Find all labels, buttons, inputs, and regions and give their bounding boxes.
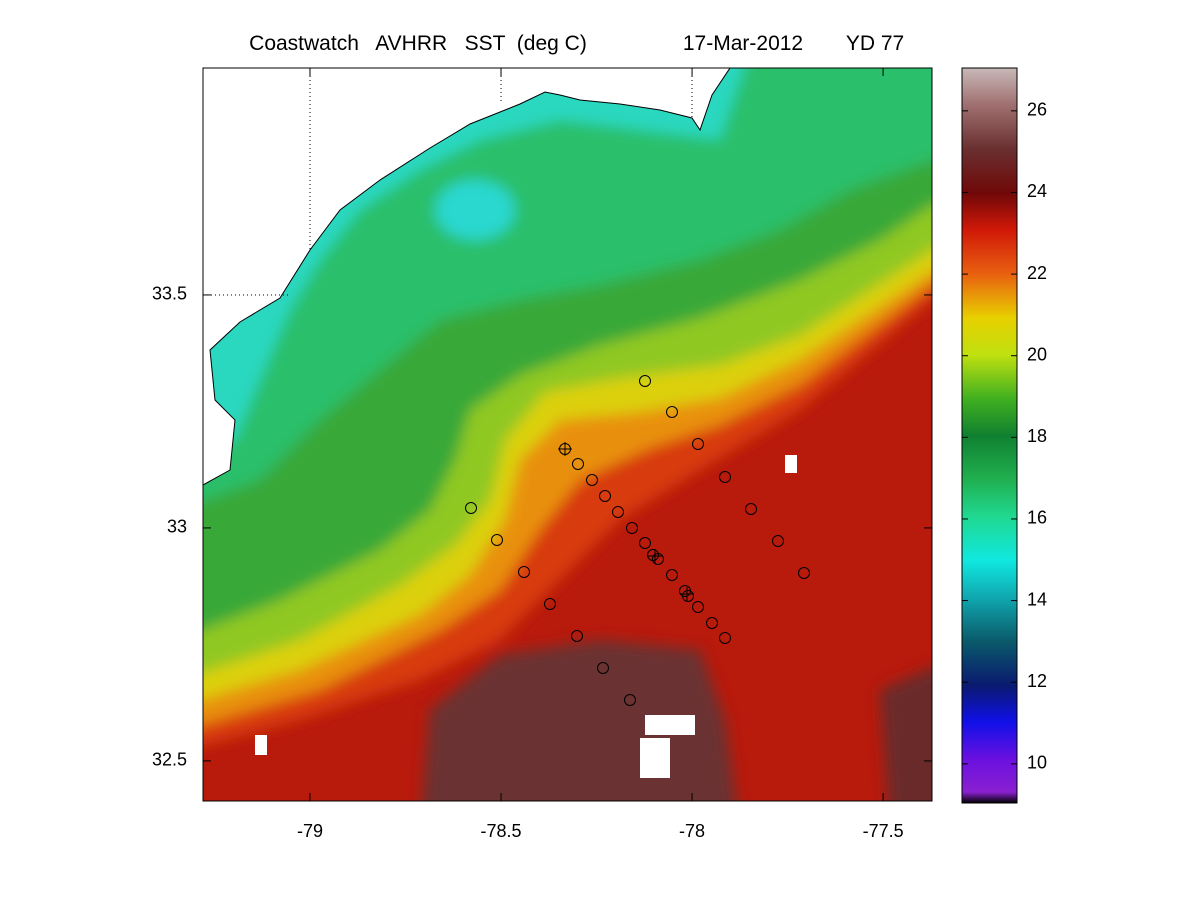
y-tick-label: 32.5 (152, 750, 187, 770)
station (586, 474, 598, 486)
colorbar-tick-label: 24 (1027, 181, 1047, 201)
station (719, 471, 731, 483)
station (626, 522, 638, 534)
x-tick-label: -79 (297, 821, 323, 841)
station (706, 617, 718, 629)
colorbar (961, 67, 1018, 804)
station (544, 598, 556, 610)
station (624, 694, 636, 706)
station (465, 502, 477, 514)
colorbar-tick-label: 20 (1027, 344, 1047, 364)
station (639, 375, 651, 387)
station (518, 566, 530, 578)
station (745, 503, 757, 515)
stations (465, 375, 810, 706)
station (772, 535, 784, 547)
colorbar-tick-label: 10 (1027, 753, 1047, 773)
colorbar-tick-label: 12 (1027, 671, 1047, 691)
x-tick-label: -77.5 (863, 821, 904, 841)
station (639, 537, 651, 549)
colorbar-tick-label: 14 (1027, 589, 1047, 609)
y-tick-label: 33 (167, 517, 187, 537)
station (719, 632, 731, 644)
x-tick-label: -78.5 (481, 821, 522, 841)
station (491, 534, 503, 546)
station (692, 438, 704, 450)
station (571, 630, 583, 642)
colorbar-tick-label: 22 (1027, 263, 1047, 283)
station (666, 569, 678, 581)
colorbar-tick-label: 26 (1027, 100, 1047, 120)
yearday: YD 77 (846, 32, 904, 55)
station (647, 549, 659, 561)
date: 17-Mar-2012 (683, 32, 803, 55)
x-tick-label: -78 (679, 821, 705, 841)
station (798, 567, 810, 579)
station (597, 662, 609, 674)
colorbar-tick-label: 16 (1027, 508, 1047, 528)
station (572, 458, 584, 470)
y-tick-label: 33.5 (152, 284, 187, 304)
title: Coastwatch AVHRR SST (deg C) (249, 32, 587, 55)
station (612, 506, 624, 518)
station (666, 406, 678, 418)
sst-field (203, 68, 932, 801)
colorbar-tick-label: 18 (1027, 426, 1047, 446)
station (599, 490, 611, 502)
station (682, 590, 694, 602)
plot-frame (202, 67, 933, 802)
station (692, 601, 704, 613)
